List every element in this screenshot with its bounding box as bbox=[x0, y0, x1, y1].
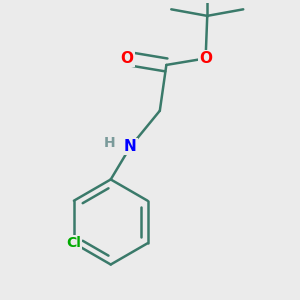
Text: Cl: Cl bbox=[67, 236, 81, 250]
Text: O: O bbox=[121, 51, 134, 66]
Text: N: N bbox=[124, 139, 137, 154]
Text: H: H bbox=[103, 136, 115, 151]
Text: O: O bbox=[199, 51, 212, 66]
